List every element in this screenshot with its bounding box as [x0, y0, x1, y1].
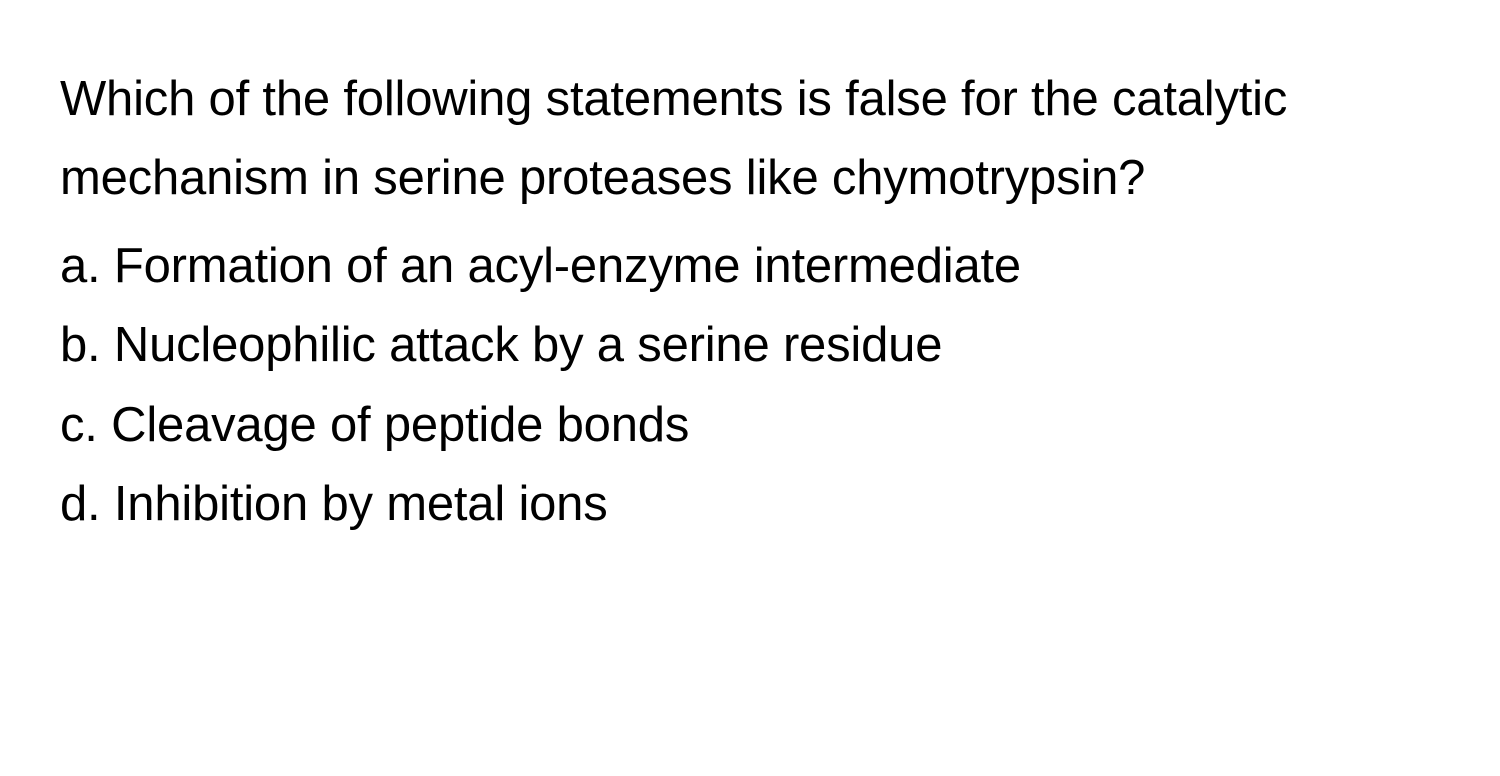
option-label: d.	[60, 477, 100, 531]
option-text: Nucleophilic attack by a serine residue	[114, 318, 942, 372]
options-list: a. Formation of an acyl-enzyme intermedi…	[60, 227, 1440, 545]
option-a: a. Formation of an acyl-enzyme intermedi…	[60, 227, 1440, 306]
option-label: b.	[60, 318, 100, 372]
question-stem: Which of the following statements is fal…	[60, 60, 1440, 219]
option-label: c.	[60, 398, 98, 452]
option-text: Inhibition by metal ions	[114, 477, 608, 531]
option-text: Formation of an acyl-enzyme intermediate	[114, 239, 1021, 293]
option-c: c. Cleavage of peptide bonds	[60, 386, 1440, 465]
option-d: d. Inhibition by metal ions	[60, 465, 1440, 544]
option-label: a.	[60, 239, 100, 293]
page: Which of the following statements is fal…	[0, 0, 1500, 776]
option-b: b. Nucleophilic attack by a serine resid…	[60, 306, 1440, 385]
option-text: Cleavage of peptide bonds	[111, 398, 689, 452]
